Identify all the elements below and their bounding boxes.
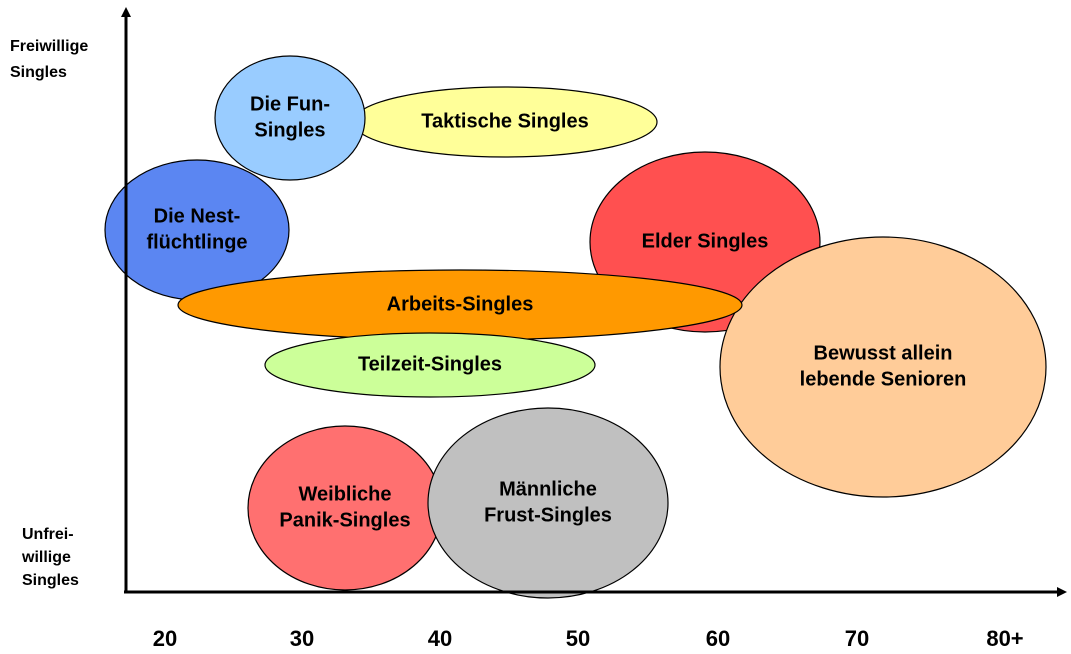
y-axis-bottom-label: Unfrei-: [22, 526, 74, 543]
y-axis-top-label: Freiwillige: [10, 38, 88, 55]
node-label: Frust-Singles: [484, 504, 612, 526]
y-axis-bottom-label: willige: [21, 549, 71, 566]
y-axis-top-label: Singles: [10, 64, 67, 81]
labels: Taktische Singles Die Fun- Singles Die Nest…: [10, 38, 1024, 651]
node-ellipse: [264, 332, 596, 398]
node-ellipse: [247, 425, 443, 591]
node-label: Elder Singles: [642, 230, 769, 252]
x-axis-label: 40: [428, 626, 452, 651]
node-label: Die Fun-: [250, 93, 330, 115]
node-label: flüchtlinge: [146, 231, 247, 253]
node-label: Panik-Singles: [279, 509, 410, 531]
ellipses: [104, 55, 1047, 599]
x-axis-label: 30: [290, 626, 314, 651]
node-ellipse: [427, 407, 669, 599]
node-label: Taktische Singles: [421, 110, 588, 132]
y-axis-bottom-label: Singles: [22, 572, 79, 589]
x-axis-label: 20: [153, 626, 177, 651]
node-label: Arbeits-Singles: [387, 293, 534, 315]
node-label: Singles: [254, 119, 325, 141]
node-label: lebende Senioren: [800, 368, 967, 390]
node-label: Männliche: [499, 478, 597, 500]
x-axis-label: 70: [845, 626, 869, 651]
x-axis-label: 80+: [986, 626, 1023, 651]
node-ellipse: [719, 236, 1047, 498]
node-label: Die Nest-: [154, 205, 241, 227]
node-label: Weibliche: [299, 483, 392, 505]
node-ellipse: [104, 159, 290, 301]
node-label: Bewusst allein: [814, 342, 953, 364]
x-axis-label: 50: [566, 626, 590, 651]
node-ellipse: [214, 55, 366, 181]
x-axis-label: 60: [706, 626, 730, 651]
node-label: Teilzeit-Singles: [358, 353, 502, 375]
